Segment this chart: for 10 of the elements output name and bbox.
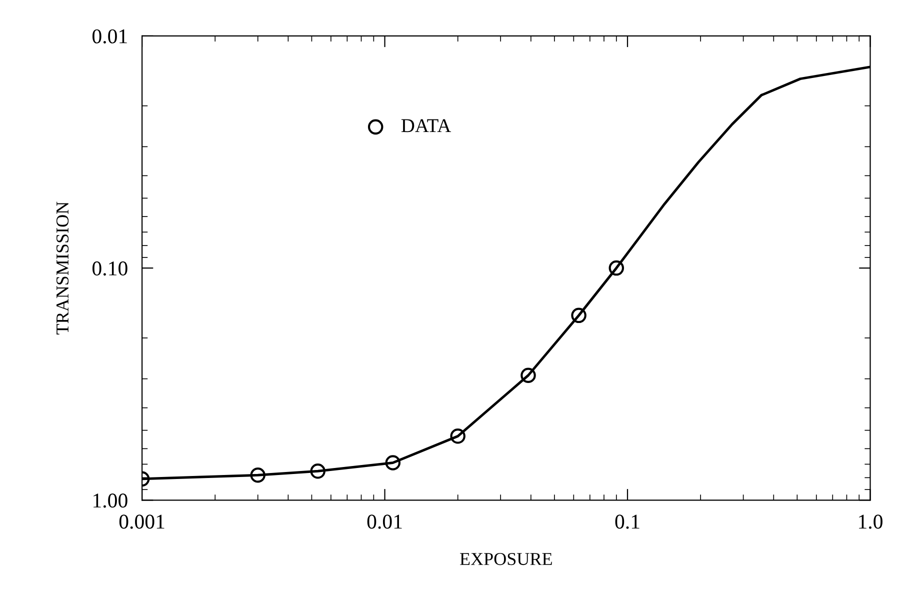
x-tick-label: 1.0 [859, 514, 882, 529]
legend-label: DATA [401, 119, 452, 132]
x-tick-label: 0.001 [119, 514, 164, 529]
y-tick-label: 1.00 [94, 494, 128, 508]
y-tick-label: 0.01 [92, 29, 127, 44]
x-axis-title: EXPOSURE [460, 552, 552, 566]
x-tick-label: 0.1 [615, 514, 640, 529]
x-tick-label: 0.01 [367, 514, 402, 529]
y-axis-title: TRANSMISSION [56, 202, 69, 334]
y-tick-label: 0.10 [92, 261, 128, 276]
